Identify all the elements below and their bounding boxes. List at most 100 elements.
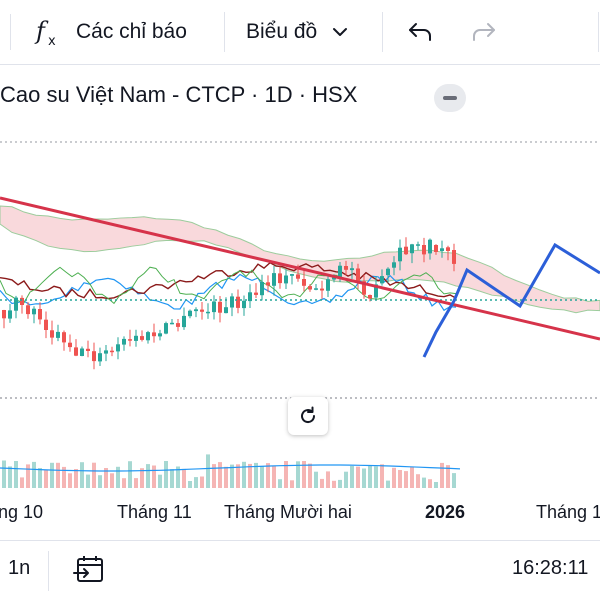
candle-body: [140, 336, 144, 340]
goto-date-icon: [73, 556, 103, 582]
volume-bar: [338, 479, 342, 488]
candle-body: [56, 331, 60, 338]
candle-body: [260, 282, 264, 296]
time-axis-label: 2026: [425, 502, 466, 522]
volume-bar: [302, 461, 306, 488]
time-axis-label: Tháng Mười hai: [224, 502, 352, 522]
candle-body: [326, 279, 330, 291]
candle-body: [428, 239, 432, 254]
time-axis-label: ng 10: [0, 502, 44, 522]
candle-body: [62, 332, 66, 343]
candle-body: [92, 351, 96, 362]
candle-body: [272, 273, 276, 286]
candle-body: [242, 300, 246, 309]
volume-bar: [20, 477, 24, 488]
volume-bar: [140, 468, 144, 488]
candle-body: [290, 274, 294, 276]
candle-body: [266, 282, 270, 286]
candle-body: [296, 274, 300, 279]
candle-body: [386, 268, 390, 276]
candle-body: [74, 347, 78, 356]
price-chart[interactable]: [0, 120, 600, 495]
volume-bar: [26, 464, 30, 488]
volume-bar: [98, 475, 102, 488]
volume-bar: [356, 466, 360, 488]
volume-bar: [224, 466, 228, 488]
projection-path: [422, 242, 600, 358]
goto-date-button[interactable]: [70, 551, 108, 589]
candle-body: [248, 292, 252, 302]
volume-bar: [134, 478, 138, 488]
volume-bar: [248, 463, 252, 488]
volume-bar: [380, 464, 384, 488]
candle-body: [422, 245, 426, 255]
volume-bar: [8, 466, 12, 488]
candle-body: [146, 332, 150, 341]
volume-ma-line: [0, 464, 461, 472]
volume-bar: [260, 466, 264, 488]
volume-bar: [170, 469, 174, 488]
volume-bar: [236, 464, 240, 488]
candle-body: [164, 323, 168, 334]
volume-bar: [230, 464, 234, 488]
undo-button[interactable]: [404, 0, 436, 64]
candle-body: [32, 308, 36, 315]
volume-bar: [38, 468, 42, 488]
time-axis-label: Tháng 11: [117, 502, 192, 522]
candle-body: [338, 265, 342, 278]
candle-body: [314, 288, 318, 290]
candle-body: [2, 310, 6, 319]
volume-bar: [92, 462, 96, 488]
volume-bar: [152, 465, 156, 488]
volume-bar: [164, 461, 168, 488]
volume-bar: [14, 461, 18, 488]
reset-chart-button[interactable]: [288, 397, 328, 435]
volume-bar: [416, 474, 420, 488]
candle-body: [212, 301, 216, 313]
candle-body: [182, 315, 186, 328]
toolbar-divider: [382, 12, 383, 52]
chart-type-button[interactable]: Biểu đồ: [246, 0, 351, 64]
collapse-legend-button[interactable]: [434, 84, 466, 112]
candle-body: [254, 292, 258, 295]
candle-body: [26, 305, 30, 315]
period-selector[interactable]: 1n: [8, 557, 31, 579]
volume-bar: [80, 462, 84, 488]
candle-body: [170, 322, 174, 325]
candle-body: [332, 277, 336, 280]
volume-bar: [410, 466, 414, 488]
candle-body: [224, 307, 228, 314]
candle-body: [416, 244, 420, 246]
volume-bar: [176, 466, 180, 488]
chevron-down-icon: [333, 28, 348, 36]
candle-body: [410, 244, 414, 254]
toolbar-divider: [224, 12, 225, 52]
candle-body: [284, 275, 288, 284]
candle-body: [98, 353, 102, 362]
volume-bar: [110, 473, 114, 488]
indicators-button[interactable]: f x Các chỉ báo: [34, 0, 187, 64]
volume-bar: [374, 466, 378, 488]
volume-bar: [272, 466, 276, 488]
time-axis[interactable]: ng 10 Tháng 11 Tháng Mười hai 2026 Tháng…: [0, 498, 600, 528]
candle-body: [134, 335, 138, 341]
candle-body: [50, 330, 54, 338]
volume-bar: [86, 474, 90, 488]
candle-body: [110, 350, 114, 353]
indicators-label: Các chỉ báo: [76, 20, 187, 43]
lagging-line: [0, 266, 457, 305]
symbol-legend[interactable]: Cao su Việt Nam - CTCP · 1D · HSX: [0, 82, 358, 107]
volume-bar: [350, 466, 354, 488]
volume-bar: [206, 454, 210, 488]
redo-button[interactable]: [468, 0, 500, 64]
volume-bar: [188, 481, 192, 488]
candle-body: [44, 319, 48, 330]
candle-body: [116, 344, 120, 352]
candle-body: [68, 342, 72, 348]
candle-body: [236, 296, 240, 308]
volume-bar: [392, 467, 396, 488]
volume-bar: [158, 474, 162, 488]
volume-bar: [284, 461, 288, 488]
volume-bar: [56, 462, 60, 488]
volume-bar: [122, 478, 126, 488]
